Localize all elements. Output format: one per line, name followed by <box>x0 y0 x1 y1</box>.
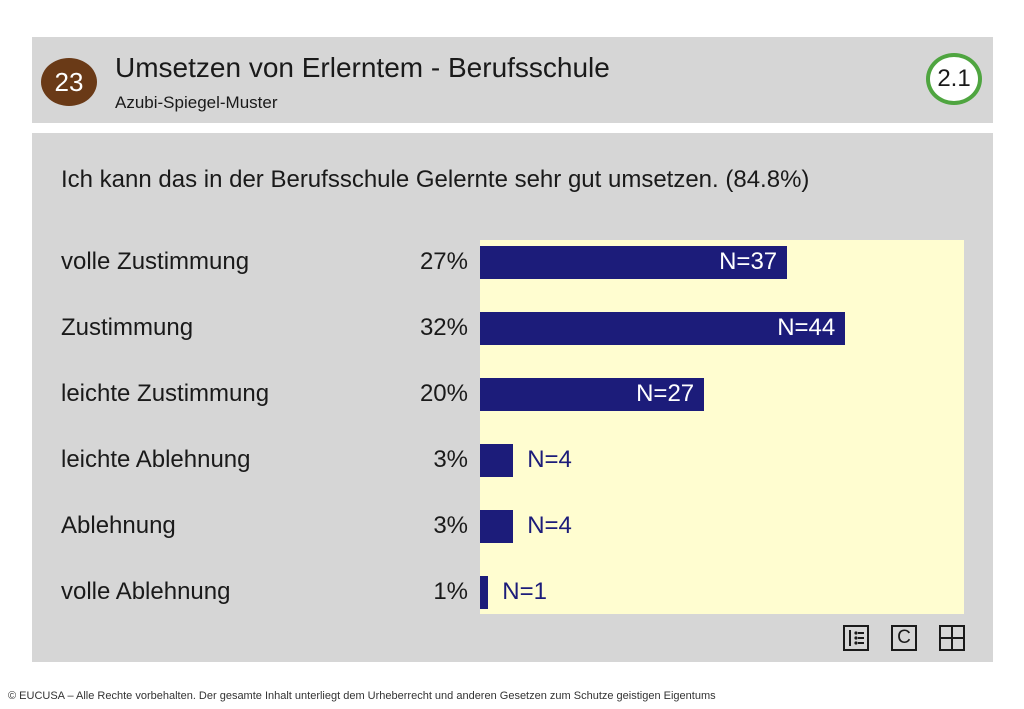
plot-area <box>480 240 964 614</box>
percent-label: 27% <box>419 248 468 275</box>
category-label: leichte Zustimmung <box>61 380 270 407</box>
n-label: N=44 <box>777 314 836 341</box>
header-bar <box>32 37 993 123</box>
percent-label: 3% <box>433 446 468 473</box>
n-label: N=37 <box>719 248 778 275</box>
percent-label: 32% <box>419 314 468 341</box>
n-label: N=27 <box>636 380 695 407</box>
category-label: Zustimmung <box>61 314 194 341</box>
bar <box>480 576 489 609</box>
bar <box>480 444 514 477</box>
n-label: N=4 <box>527 512 572 539</box>
category-label: volle Ablehnung <box>61 578 231 605</box>
percent-label: 1% <box>433 578 468 605</box>
c-icon[interactable]: C <box>891 625 917 651</box>
percent-label: 20% <box>419 380 468 407</box>
page-title: Umsetzen von Erlerntem - Berufsschule <box>115 52 610 83</box>
bar <box>480 246 788 279</box>
grid-icon[interactable] <box>939 625 965 651</box>
bar <box>480 378 705 411</box>
category-label: leichte Ablehnung <box>61 446 251 473</box>
n-label: N=1 <box>502 578 547 605</box>
percent-label: 3% <box>433 512 468 539</box>
c-icon-label: C <box>897 627 911 648</box>
list-icon[interactable] <box>843 625 869 651</box>
version-badge: 2.1 <box>926 53 982 105</box>
category-label: Ablehnung <box>61 512 176 539</box>
bar <box>480 312 846 345</box>
bar <box>480 510 514 543</box>
copyright-footer: © EUCUSA – Alle Rechte vorbehalten. Der … <box>8 690 716 702</box>
n-label: N=4 <box>527 446 572 473</box>
slide-number-badge: 23 <box>41 58 97 106</box>
category-label: volle Zustimmung <box>61 248 250 275</box>
page-subtitle: Azubi-Spiegel-Muster <box>115 93 278 112</box>
chart-title: Ich kann das in der Berufsschule Gelernt… <box>61 166 810 193</box>
